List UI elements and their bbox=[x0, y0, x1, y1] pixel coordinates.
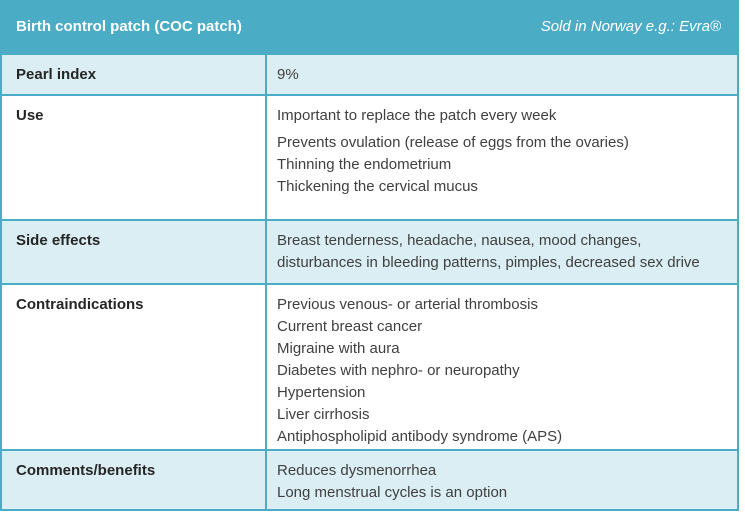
table-row: Use Important to replace the patch every… bbox=[2, 94, 737, 219]
content-line: Antiphospholipid antibody syndrome (APS) bbox=[277, 428, 563, 445]
content-paragraph: Breast tenderness, headache, nausea, moo… bbox=[277, 230, 723, 274]
table-body: Pearl index 9% Use Important to replace … bbox=[2, 53, 737, 509]
content-line: Hypertension bbox=[277, 384, 366, 401]
row-label: Pearl index bbox=[2, 55, 267, 94]
content-line: Breast tenderness, headache, nausea, moo… bbox=[277, 232, 642, 249]
content-line: Diabetes with nephro- or neuropathy bbox=[277, 362, 520, 379]
table-row: Contraindications Previous venous- or ar… bbox=[2, 283, 737, 449]
content-line: Migraine with aura bbox=[277, 340, 400, 357]
content-paragraph: Prevents ovulation (release of eggs from… bbox=[277, 132, 723, 198]
content-line: Long menstrual cycles is an option bbox=[277, 484, 508, 501]
content-paragraph: 9% bbox=[277, 64, 723, 86]
content-line: Thinning the endometrium bbox=[277, 156, 452, 173]
content-line: 9% bbox=[277, 66, 299, 83]
row-label: Contraindications bbox=[2, 285, 267, 449]
content-line: disturbances in bleeding patterns, pimpl… bbox=[277, 254, 700, 271]
content-line: Liver cirrhosis bbox=[277, 406, 370, 423]
content-paragraph: Reduces dysmenorrhea Long menstrual cycle… bbox=[277, 460, 723, 504]
row-content: Important to replace the patch every wee… bbox=[267, 96, 737, 219]
content-line: Important to replace the patch every wee… bbox=[277, 107, 557, 124]
content-line: Thickening the cervical mucus bbox=[277, 178, 478, 195]
content-line: Reduces dysmenorrhea bbox=[277, 462, 437, 479]
row-label: Use bbox=[2, 96, 267, 219]
table-row: Side effects Breast tenderness, headache… bbox=[2, 219, 737, 283]
table-header: Birth control patch (COC patch) Sold in … bbox=[2, 0, 737, 53]
table-row: Comments/benefits Reduces dysmenorrhea Lo… bbox=[2, 449, 737, 509]
content-line: Prevents ovulation (release of eggs from… bbox=[277, 134, 629, 151]
row-label: Comments/benefits bbox=[2, 451, 267, 509]
row-content: Previous venous- or arterial thrombosis C… bbox=[267, 285, 737, 449]
brand-availability-note: Sold in Norway e.g.: Evra® bbox=[540, 18, 721, 35]
table-title: Birth control patch (COC patch) bbox=[16, 18, 242, 35]
content-line: Previous venous- or arterial thrombosis bbox=[277, 296, 538, 313]
row-content: Reduces dysmenorrhea Long menstrual cycle… bbox=[267, 451, 737, 509]
content-line: Current breast cancer bbox=[277, 318, 423, 335]
row-label: Side effects bbox=[2, 221, 267, 283]
table-row: Pearl index 9% bbox=[2, 53, 737, 94]
row-content: Breast tenderness, headache, nausea, moo… bbox=[267, 221, 737, 283]
content-paragraph: Previous venous- or arterial thrombosis C… bbox=[277, 294, 723, 448]
row-content: 9% bbox=[267, 55, 737, 94]
content-paragraph: Important to replace the patch every wee… bbox=[277, 105, 723, 127]
